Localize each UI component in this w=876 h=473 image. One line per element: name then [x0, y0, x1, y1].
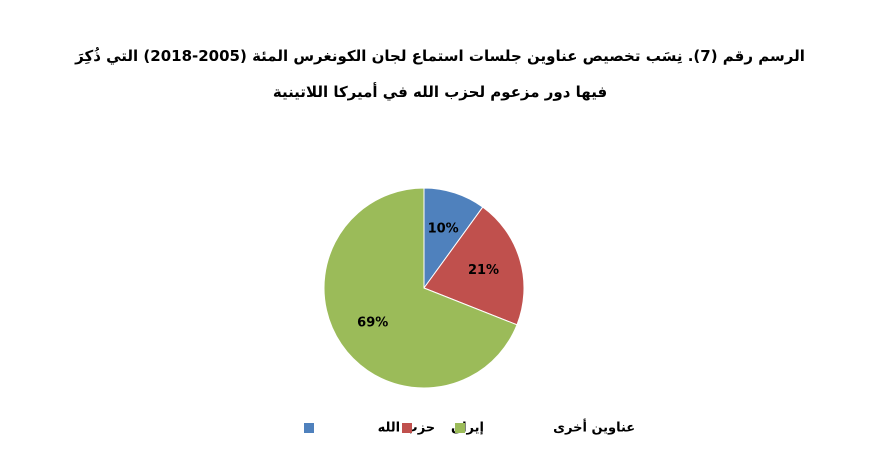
legend-swatch	[304, 423, 314, 433]
pie-slice	[423, 206, 525, 326]
data-label: 10%	[428, 222, 459, 237]
legend-label: عناوين أخرى	[553, 419, 635, 436]
data-label: 21%	[468, 263, 499, 278]
legend-swatch	[455, 423, 465, 433]
legend-swatch	[402, 423, 412, 433]
data-label: 69%	[357, 315, 388, 330]
pie-slice	[323, 187, 518, 389]
chart-title: الرسم رقم (7). نِسَب تخصيص عناوين جلسات …	[75, 47, 805, 101]
